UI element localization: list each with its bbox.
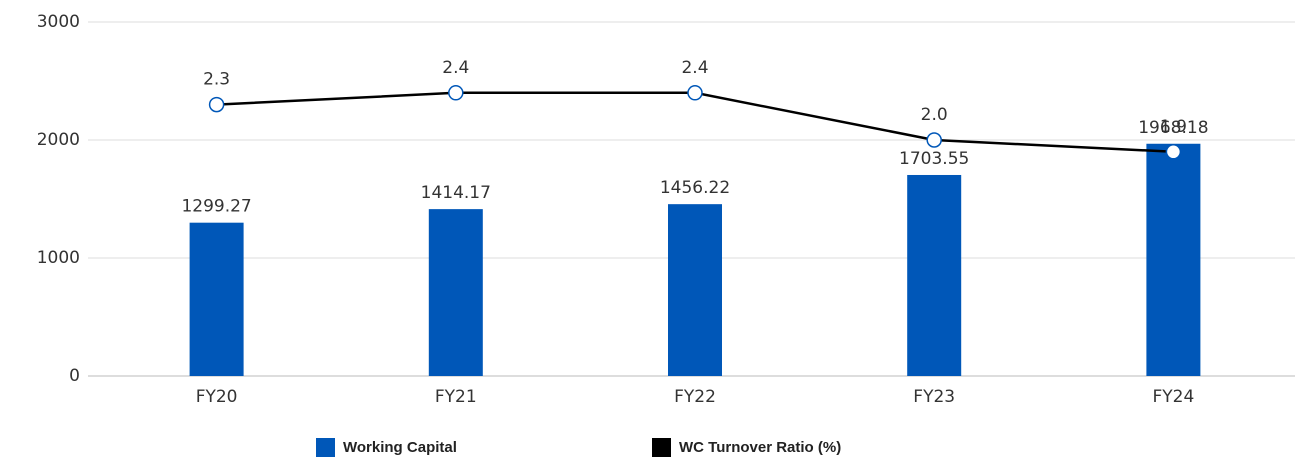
legend-label: Working Capital: [343, 439, 457, 456]
line-value-label: 2.0: [921, 105, 948, 125]
line-point: [448, 85, 464, 101]
y-tick-label: 3000: [37, 12, 80, 32]
line-value-label: 2.4: [681, 58, 708, 78]
bar-value-label: 1703.55: [899, 149, 969, 169]
bar-value-label: 1299.27: [181, 197, 251, 217]
line-value-label: 1.9: [1160, 117, 1187, 137]
line-value-label: 2.4: [442, 58, 469, 78]
line-point: [208, 96, 225, 113]
bar: [668, 204, 722, 376]
x-tick-label: FY21: [435, 387, 477, 407]
line: [216, 91, 1174, 154]
x-tick-label: FY23: [913, 387, 955, 407]
x-tick-label: FY24: [1153, 387, 1195, 407]
bar: [1146, 143, 1201, 376]
y-tick-label: 1000: [37, 248, 80, 268]
legend-label: WC Turnover Ratio (%): [679, 439, 841, 456]
line-value-label: 2.3: [203, 70, 230, 90]
bar: [428, 209, 483, 376]
bar: [907, 174, 962, 376]
line-point: [926, 132, 942, 148]
legend-swatch: [316, 438, 335, 457]
y-tick-label: 0: [69, 366, 80, 386]
bar-value-label: 1968.18: [1138, 118, 1208, 138]
bar-value-label: 1456.22: [660, 178, 730, 198]
bar-value-label: 1414.17: [421, 183, 491, 203]
line-point: [1165, 144, 1182, 160]
legend-swatch: [652, 438, 671, 457]
bar: [189, 222, 244, 376]
line-point: [687, 85, 703, 101]
x-tick-label: FY20: [196, 387, 238, 407]
x-tick-label: FY22: [674, 387, 716, 407]
y-tick-label: 2000: [37, 130, 80, 150]
